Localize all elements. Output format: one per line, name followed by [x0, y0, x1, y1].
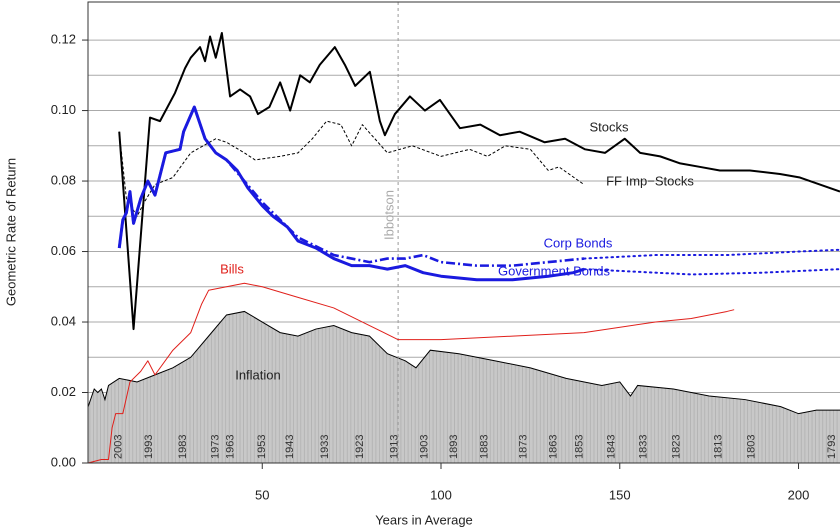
line: [88, 282, 735, 463]
y-tick-label: 0.06: [51, 243, 76, 258]
line: [117, 105, 585, 267]
year-label: 1893: [448, 435, 460, 459]
year-label: 1923: [354, 435, 366, 459]
x-axis-title: Years in Average: [375, 512, 473, 527]
y-tick-label: 0.08: [51, 172, 76, 187]
plot-frame: [87, 1, 840, 464]
year-label: 1813: [713, 435, 725, 459]
y-tick-label: 0.00: [51, 454, 76, 469]
series-label: Corp Bonds: [544, 235, 613, 250]
year-label: 1993: [143, 435, 155, 459]
year-label: 1833: [637, 435, 649, 459]
year-label: 1853: [573, 435, 585, 459]
line-dotted: [583, 248, 840, 260]
y-tick-label: 0.04: [51, 313, 76, 328]
year-label: 1883: [479, 435, 491, 459]
year-label: 1963: [225, 435, 237, 459]
y-tick-label: 0.12: [51, 32, 76, 47]
line: [118, 120, 585, 217]
series-label: Bills: [220, 261, 244, 276]
y-tick-label: 0.02: [51, 384, 76, 399]
year-label: 1863: [548, 435, 560, 459]
area: [88, 311, 840, 463]
x-tick-label: 50: [255, 487, 269, 502]
series-label: Stocks: [589, 119, 629, 134]
line: [117, 105, 585, 282]
line: [88, 310, 840, 415]
year-label: 1913: [388, 435, 400, 459]
year-label: 1983: [177, 435, 189, 459]
line: [118, 32, 840, 331]
x-tick-label: 100: [430, 487, 452, 502]
year-label: 1953: [256, 435, 268, 459]
plot-area: 2003 1993 1983 1973 1963 1953 1943 1933 1923 1913…: [88, 2, 840, 463]
year-label: 1843: [605, 435, 617, 459]
year-label: 1793: [826, 435, 838, 459]
year-label: 1973: [210, 435, 222, 459]
year-label: 1873: [518, 435, 530, 459]
y-axis-title: Geometric Rate of Return: [3, 158, 18, 306]
year-label: 1823: [671, 435, 683, 459]
x-tick-label: 200: [788, 487, 810, 502]
year-label: 1943: [284, 435, 296, 459]
year-label: 2003: [112, 435, 124, 459]
year-label: 1933: [319, 435, 331, 459]
y-tick-label: 0.10: [51, 102, 76, 117]
x-tick-label: 150: [609, 487, 631, 502]
year-label: 1803: [746, 435, 758, 459]
series-label: Inflation: [235, 367, 281, 382]
year-label: 1903: [418, 435, 430, 459]
series-label: FF Imp−Stocks: [606, 173, 694, 188]
line-dotted: [583, 268, 840, 276]
series-label: Government Bonds: [498, 263, 611, 278]
reference-label: Ibbotson: [382, 190, 397, 240]
